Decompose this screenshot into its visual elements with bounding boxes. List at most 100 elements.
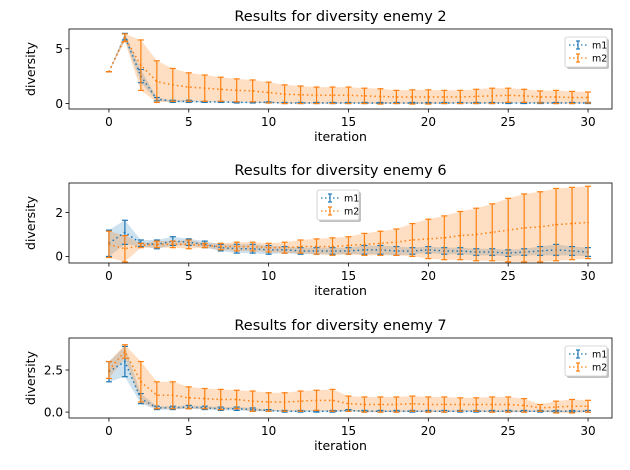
point-m2-16 [363,403,366,406]
x-tick-label: 30 [580,424,595,438]
point-m2-13 [315,245,318,248]
point-m2-20 [427,403,430,406]
subplot-1: 0 5 10 15 20 25 30 0 5 Results for diversity enem… [23,9,613,144]
band-m1 [108,220,589,257]
point-m2-24 [491,403,494,406]
legend-label: m2 [344,206,359,217]
point-m2-1 [123,36,126,39]
point-m2-24 [491,94,494,97]
x-tick-label: 25 [501,115,516,129]
point-m2-8 [235,89,238,92]
point-m2-1 [123,350,126,353]
y-tick-label: 5 [55,42,63,56]
band-m2 [108,33,589,105]
legend-item-m2: m2 [569,362,607,373]
point-m2-27 [539,96,542,98]
point-m2-8 [235,245,238,248]
legend-item-m2: m2 [569,53,607,64]
point-m1-1 [123,231,126,234]
point-m2-7 [219,245,222,248]
point-m2-17 [379,242,382,245]
legend-label: m1 [592,349,607,360]
band-m2 [108,186,589,262]
x-tick-label: 15 [341,269,356,283]
subplot-3: 0 5 10 15 20 25 30 0.0 2.5 Results for diversity … [23,318,613,453]
point-m2-0 [108,369,110,371]
legend-box [564,36,608,68]
point-m2-12 [299,245,302,248]
point-m2-25 [507,94,510,97]
x-tick-label: 5 [185,115,193,129]
point-m2-0 [108,70,110,73]
point-m2-28 [555,96,558,98]
point-m2-5 [187,243,190,246]
point-m2-6 [203,397,206,400]
point-m2-20 [427,96,430,98]
point-m2-12 [299,400,302,403]
legend-box [316,189,360,221]
point-m2-30 [587,405,589,408]
point-m2-7 [219,398,222,401]
x-axis-label: iteration [314,438,367,453]
x-tick-label: 0 [105,424,113,438]
point-m2-16 [363,243,366,246]
x-tick-label: 20 [421,269,436,283]
x-tick-label: 30 [580,269,595,283]
chart-title: Results for diversity enemy 7 [234,318,446,334]
point-m2-22 [459,403,462,406]
point-m2-1 [123,247,126,250]
point-m2-26 [523,227,526,229]
point-m2-27 [539,225,542,228]
point-m2-14 [331,245,334,248]
point-m2-17 [379,403,382,406]
point-m2-30 [587,221,589,224]
point-m2-2 [139,64,142,67]
y-tick-label: 0 [55,250,63,264]
point-m2-26 [523,94,526,97]
point-m2-13 [315,94,318,97]
point-m2-0 [108,243,110,246]
series-m2 [105,344,592,414]
x-tick-label: 5 [185,269,193,283]
x-tick-label: 20 [421,115,436,129]
chart-title: Results for diversity enemy 2 [234,9,446,25]
point-m2-15 [347,94,350,97]
legend-item-m1: m1 [569,40,607,51]
point-m2-10 [267,91,270,94]
point-m2-6 [203,244,206,247]
y-tick-label: 2.5 [44,363,63,377]
point-m2-14 [331,94,334,97]
point-m2-19 [411,239,414,241]
y-axis-label: diversity [23,195,38,250]
point-m1-1 [123,360,126,363]
point-m2-23 [475,403,478,406]
x-tick-label: 0 [105,115,113,129]
point-m2-4 [171,83,174,86]
point-m2-11 [283,246,286,249]
subplot-2: 0 5 10 15 20 25 30 0 2 Results for diversity enem… [23,163,613,298]
point-m2-3 [155,394,158,397]
series-m2 [105,33,592,105]
point-m2-23 [475,233,478,236]
x-tick-label: 10 [261,269,276,283]
point-m2-28 [555,406,558,408]
legend-box [564,345,608,377]
point-m2-29 [571,222,573,225]
point-m2-18 [395,241,398,244]
point-m2-13 [315,399,318,402]
point-m2-22 [459,234,462,237]
legend-label: m1 [592,40,607,51]
point-m2-29 [571,96,573,99]
point-m2-2 [139,244,142,247]
x-tick-label: 10 [261,115,276,129]
point-m2-19 [411,96,414,98]
x-tick-label: 0 [105,269,113,283]
axes-frame [68,337,613,419]
point-m2-26 [523,404,526,407]
legend-label: m2 [592,362,607,373]
point-m2-21 [443,236,446,239]
band-m2 [108,344,589,413]
point-m2-5 [187,396,190,399]
